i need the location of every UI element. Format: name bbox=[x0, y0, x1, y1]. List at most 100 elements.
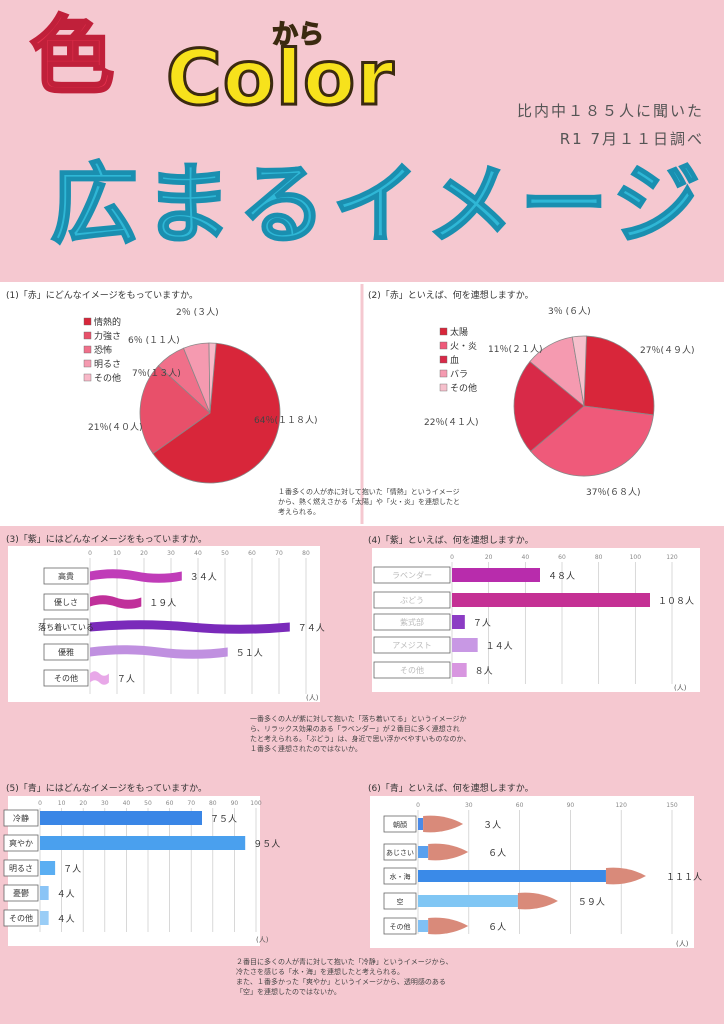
pie-slice-q1-1 bbox=[139, 365, 211, 455]
category-label-q6-3: 空 bbox=[397, 897, 404, 906]
category-label-q4-1: ぶどう bbox=[400, 596, 424, 605]
category-label-q3-3: 優雅 bbox=[58, 647, 74, 657]
category-label-q4-0: ラベンダー bbox=[392, 570, 432, 580]
value-label-q3-2: ７４人 bbox=[298, 623, 325, 634]
pie-slice-q1-0 bbox=[152, 342, 281, 484]
tick-label-q6-3: 90 bbox=[567, 802, 575, 809]
bar-q3-0 bbox=[89, 569, 182, 583]
category-label-q3-4: その他 bbox=[54, 673, 78, 683]
legend-swatch-q1-3 bbox=[83, 359, 92, 368]
value-label-q6-4: ６人 bbox=[488, 922, 506, 933]
value-label-q6-0: ３人 bbox=[483, 820, 501, 831]
legend-swatch-q2-0 bbox=[439, 327, 448, 336]
note-red-1: から、熱く燃えさかる「太陽」や「火・炎」を連想したと bbox=[278, 497, 460, 506]
chart-title-q6: (6)「青」といえば、何を連想しますか。 bbox=[368, 782, 534, 794]
category-box-q3-3 bbox=[43, 643, 89, 661]
tick-label-q5-8: 80 bbox=[209, 800, 217, 807]
tick-label-q4-6: 120 bbox=[666, 554, 678, 561]
tick-label-q5-1: 10 bbox=[58, 800, 66, 807]
category-box-q5-0 bbox=[3, 809, 39, 827]
bar-q4-2 bbox=[452, 615, 465, 629]
tick-label-q3-7: 70 bbox=[275, 550, 283, 557]
tick-label-q4-2: 40 bbox=[522, 554, 530, 561]
bar-q4-3 bbox=[452, 638, 478, 652]
tick-label-q3-8: 80 bbox=[302, 550, 310, 557]
note-blue-3: 「空」を連想したのではないか。 bbox=[236, 987, 341, 996]
pie-slice-q2-1 bbox=[530, 405, 654, 477]
value-label-q4-0: ４８人 bbox=[548, 571, 575, 582]
legend-label-q2-0: 太陽 bbox=[450, 326, 468, 338]
category-box-q4-2 bbox=[373, 613, 451, 631]
note-blue-0: ２番目に多くの人が青に対して抱いた「冷静」というイメージから、 bbox=[236, 957, 453, 966]
pie-label-q2-0: 27％(４９人) bbox=[640, 345, 694, 356]
legend-label-q1-3: 明るさ bbox=[94, 359, 121, 370]
pie-label-q1-3: 6％ (１１人) bbox=[128, 335, 180, 346]
pie-slice-q2-0 bbox=[583, 335, 655, 416]
category-box-q3-0 bbox=[43, 567, 89, 585]
tick-label-q3-4: 40 bbox=[194, 550, 202, 557]
category-label-q4-3: アメジスト bbox=[392, 641, 432, 650]
chart-title-q5: (5)「青」にはどんなイメージをもっていますか。 bbox=[6, 782, 207, 794]
title-kara: から bbox=[271, 19, 325, 51]
tick-label-q6-4: 120 bbox=[615, 802, 627, 809]
title-color: Color bbox=[165, 33, 396, 122]
category-label-q5-2: 明るさ bbox=[9, 864, 33, 873]
value-label-q5-1: ９５人 bbox=[253, 839, 280, 850]
category-label-q5-3: 憂鬱 bbox=[13, 888, 29, 898]
bar-q5-1 bbox=[40, 836, 246, 850]
note-purple-2: たと考えられる。「ぶどう」は、身近で思い浮かべやすいものなのか、 bbox=[250, 734, 470, 743]
pie-slice-q2-2 bbox=[513, 360, 585, 452]
category-box-q6-3 bbox=[383, 892, 417, 910]
pie-label-q2-4: 3％ (６人) bbox=[548, 306, 591, 317]
tick-label-q4-5: 100 bbox=[630, 554, 642, 561]
category-label-q3-0: 高貴 bbox=[58, 571, 74, 581]
tick-label-q3-1: 10 bbox=[113, 550, 121, 557]
tick-label-q6-0: 0 bbox=[416, 802, 420, 809]
value-label-q4-2: ７人 bbox=[473, 618, 491, 629]
category-label-q6-0: 朝顔 bbox=[393, 820, 407, 829]
legend-label-q2-1: 火・炎 bbox=[450, 341, 477, 352]
bar-q5-4 bbox=[40, 911, 49, 925]
tick-label-q5-2: 20 bbox=[79, 800, 87, 807]
category-label-q4-2: 紫式部 bbox=[400, 617, 424, 627]
bar-q6-0 bbox=[418, 818, 424, 830]
pie-label-q2-1: 37％(６８人) bbox=[586, 487, 640, 498]
category-box-q3-4 bbox=[43, 669, 89, 687]
bar-q3-3 bbox=[90, 645, 228, 659]
tick-label-q5-3: 30 bbox=[101, 800, 109, 807]
bar-q3-2 bbox=[89, 620, 290, 634]
legend-swatch-q2-3 bbox=[439, 369, 448, 378]
category-label-q6-2: 水・海 bbox=[390, 872, 411, 881]
bar-q4-1 bbox=[452, 593, 650, 607]
category-box-q3-2 bbox=[43, 618, 89, 636]
note-blue-2: また、１番多かった「爽やか」というイメージから、透明感のある bbox=[236, 977, 446, 986]
category-box-q5-2 bbox=[3, 859, 39, 877]
note-red-0: １番多くの人が赤に対して抱いた「情熱」というイメージ bbox=[278, 487, 460, 496]
note-purple-0: 一番多くの人が紫に対して抱いた「落ち着いてる」というイメージか bbox=[250, 714, 466, 723]
value-label-q6-2: １１１人 bbox=[666, 872, 702, 883]
category-box-q4-1 bbox=[373, 591, 451, 609]
tick-label-q4-4: 80 bbox=[595, 554, 603, 561]
tick-label-q6-1: 30 bbox=[465, 802, 473, 809]
legend-label-q2-4: その他 bbox=[450, 382, 477, 394]
tick-label-q4-0: 0 bbox=[450, 554, 454, 561]
category-box-q6-2 bbox=[383, 867, 417, 885]
category-label-q5-1: 爽やか bbox=[9, 839, 33, 848]
axis-unit-q4: (人) bbox=[674, 684, 687, 692]
legend-label-q2-3: バラ bbox=[450, 369, 468, 380]
tick-label-q5-9: 90 bbox=[231, 800, 239, 807]
legend-swatch-q1-4 bbox=[83, 373, 92, 382]
category-label-q6-4: その他 bbox=[390, 922, 411, 931]
legend-label-q2-2: 血 bbox=[450, 354, 459, 366]
brush-tip-q6-1 bbox=[428, 843, 469, 861]
value-label-q6-1: ６人 bbox=[488, 848, 506, 859]
category-box-q3-1 bbox=[43, 593, 89, 611]
pie-label-q1-1: 21％(４０人) bbox=[88, 422, 142, 433]
category-box-q6-4 bbox=[383, 917, 417, 935]
value-label-q5-3: ４人 bbox=[57, 889, 75, 900]
tick-label-q4-1: 20 bbox=[485, 554, 493, 561]
pie-label-q1-0: 64％(１１８人) bbox=[254, 415, 317, 426]
value-label-q3-0: ３４人 bbox=[190, 572, 217, 583]
legend-label-q1-0: 情熱的 bbox=[94, 316, 121, 328]
